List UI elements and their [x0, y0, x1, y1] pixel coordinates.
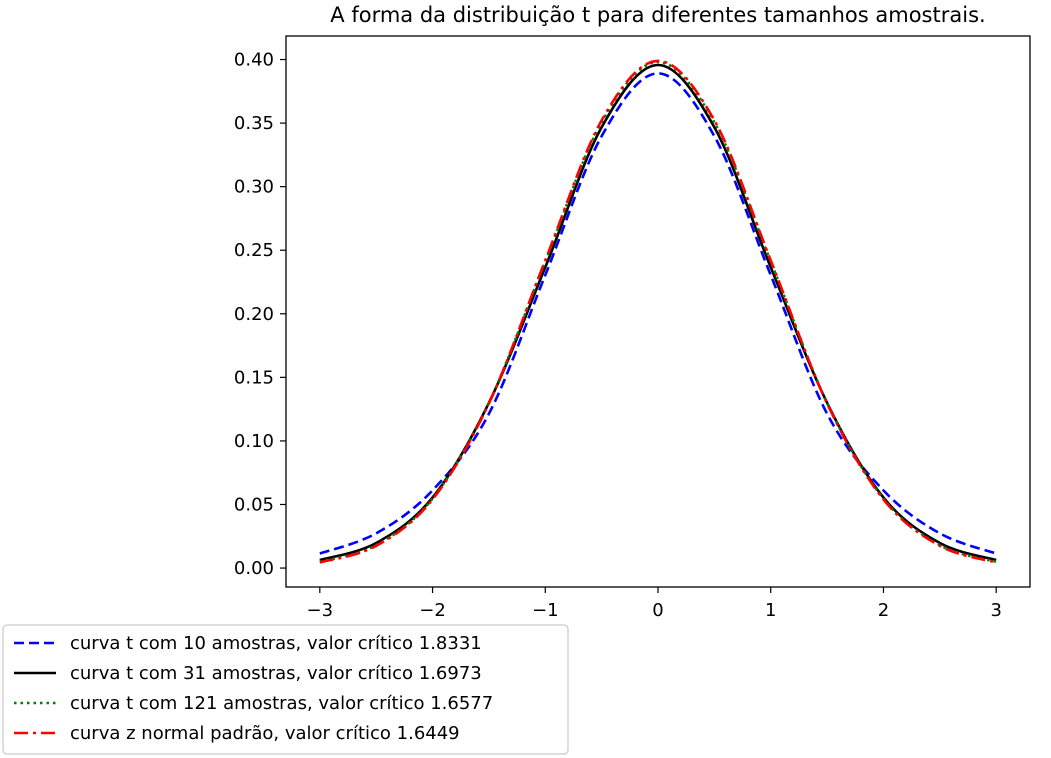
x-tick-label: 3: [990, 600, 1001, 621]
series-line-3: [319, 60, 997, 564]
series-line-1: [319, 72, 997, 555]
y-tick-label: 0.25: [234, 240, 274, 261]
y-axis: 0.00 0.05 0.10 0.15 0.20 0.25 0.30 0.35 0.40: [234, 50, 286, 579]
legend-label-1: curva t com 10 amostras, valor crítico 1…: [70, 633, 482, 654]
legend-label-3: curva t com 121 amostras, valor crítico …: [70, 693, 493, 714]
y-tick-label: 0.15: [234, 367, 274, 388]
y-tick-label: 0.40: [234, 50, 274, 71]
x-tick-label: −2: [419, 600, 446, 621]
x-tick-label: 2: [878, 600, 889, 621]
x-tick-label: −3: [307, 600, 334, 621]
legend-label-2: curva t com 31 amostras, valor crítico 1…: [70, 663, 482, 684]
legend-frame: [2, 624, 569, 755]
x-tick-label: −1: [532, 600, 559, 621]
y-tick-label: 0.20: [234, 304, 274, 325]
x-tick-label: 0: [652, 600, 663, 621]
y-tick-label: 0.30: [234, 177, 274, 198]
plot-frame: [285, 35, 1031, 588]
chart-title: A forma da distribuição t para diferente…: [330, 3, 985, 27]
series-layer: [319, 59, 997, 564]
legend-label-4: curva z normal padrão, valor crítico 1.6…: [70, 723, 460, 744]
y-tick-label: 0.00: [234, 558, 274, 579]
series-line-2: [319, 63, 997, 562]
y-tick-label: 0.05: [234, 494, 274, 515]
x-tick-label: 1: [765, 600, 776, 621]
series-line-4: [319, 59, 997, 564]
x-axis: −3 −2 −1 0 1 2 3: [307, 587, 1002, 621]
y-tick-label: 0.35: [234, 113, 274, 134]
legend: curva t com 10 amostras, valor crítico 1…: [2, 624, 569, 755]
y-tick-label: 0.10: [234, 431, 274, 452]
